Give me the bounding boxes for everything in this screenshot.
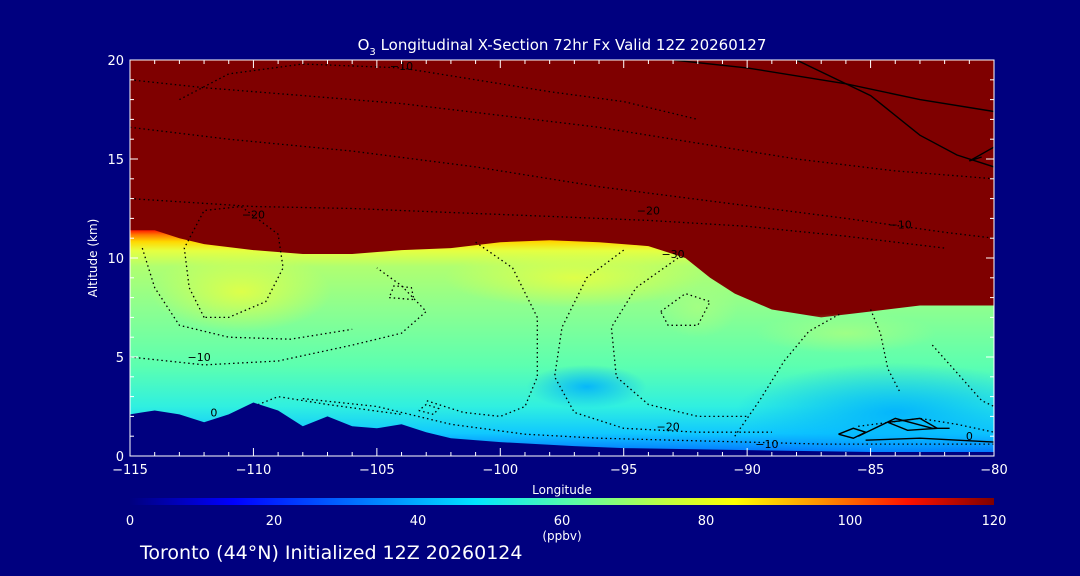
contour-line [838, 427, 868, 439]
colorbar-tick-label: 60 [554, 514, 571, 529]
contour-line [865, 437, 994, 443]
contour-line [734, 312, 842, 437]
contour-line [426, 241, 538, 418]
contour-line [553, 249, 772, 433]
plot-area: −10 −20 −20 −30 −10 −10 0 −20 −10 0 [130, 60, 994, 456]
y-tick-label: 5 [116, 351, 124, 366]
x-tick-label: −85 [857, 463, 884, 478]
x-axis-label: Longitude [532, 483, 592, 497]
contour-label: −20 [637, 204, 660, 217]
concentration-lobe [444, 247, 705, 308]
colorbar-ramp [130, 498, 994, 505]
contour-labels: −10 −20 −20 −30 −10 −10 0 −20 −10 0 [188, 60, 973, 451]
y-axis-label: Altitude (km) [86, 219, 100, 298]
contour-line [228, 395, 402, 418]
y-tick-label: 10 [107, 252, 124, 267]
concentration-lobes [151, 247, 994, 456]
concentration-lobe [735, 362, 994, 456]
x-tick-label: −100 [482, 463, 518, 478]
x-tick-label: −105 [359, 463, 395, 478]
contour-line [418, 403, 440, 416]
footer-initialization-text: Toronto (44°N) Initialized 12Z 20260124 [140, 542, 523, 564]
colorbar-tick-label: 40 [410, 514, 427, 529]
colorbar-ticks: 0 20 40 60 80 100 120 [126, 514, 1007, 529]
contour-label: −10 [755, 438, 778, 451]
contour-line [796, 60, 994, 168]
colorbar-tick-label: 120 [982, 514, 1007, 529]
colorbar-tick-label: 80 [698, 514, 715, 529]
contour-line [179, 63, 698, 121]
x-tick-label: −115 [112, 463, 148, 478]
colorbar-tick-label: 20 [266, 514, 283, 529]
title-text: Longitudinal X-Section 72hr Fx Valid 12Z… [376, 36, 767, 54]
chart-title: O3 Longitudinal X-Section 72hr Fx Valid … [358, 36, 767, 58]
contour-lines [130, 60, 994, 445]
concentration-lobe [657, 277, 738, 338]
x-axis: −115 −110 −105 −100 −95 −90 −85 −80 [112, 60, 1008, 478]
ground-terrain [130, 402, 994, 456]
contour-line [302, 397, 994, 445]
concentration-lobe [151, 251, 332, 332]
contour-label: 0 [210, 406, 217, 419]
colorbar: 0 20 40 60 80 100 120 (ppbv) [126, 498, 1007, 543]
contour-label: −20 [657, 420, 680, 433]
x-tick-label: −110 [236, 463, 272, 478]
y-tick-label: 0 [116, 450, 124, 465]
colorbar-tick-label: 100 [838, 514, 863, 529]
contour-line [968, 146, 994, 162]
contour-label: −30 [661, 248, 684, 261]
colorbar-units-label: (ppbv) [542, 529, 581, 543]
x-tick-label: −80 [980, 463, 1007, 478]
y-tick-label: 15 [107, 153, 124, 168]
colorbar-tick-label: 0 [126, 514, 134, 529]
contour-label: −20 [242, 208, 265, 221]
contour-label: −10 [390, 60, 413, 73]
contour-line [887, 417, 940, 432]
contour-line [931, 344, 994, 408]
contour-line [130, 79, 994, 180]
contour-label: 0 [966, 430, 973, 443]
title-subscript: 3 [369, 47, 375, 58]
x-tick-label: −90 [733, 463, 760, 478]
concentration-lobe [755, 313, 936, 354]
contour-label: −10 [889, 218, 912, 231]
contour-label: −10 [188, 351, 211, 364]
contour-line [388, 284, 415, 301]
contour-line [130, 267, 428, 366]
y-axis: 0 5 10 15 20 [107, 54, 994, 465]
concentration-lobe [526, 364, 647, 409]
x-tick-label: −95 [610, 463, 637, 478]
contour-line [183, 205, 284, 319]
contour-line [130, 126, 994, 239]
y-tick-label: 20 [107, 54, 124, 69]
title-prefix: O [358, 36, 370, 54]
contour-line [857, 417, 950, 437]
